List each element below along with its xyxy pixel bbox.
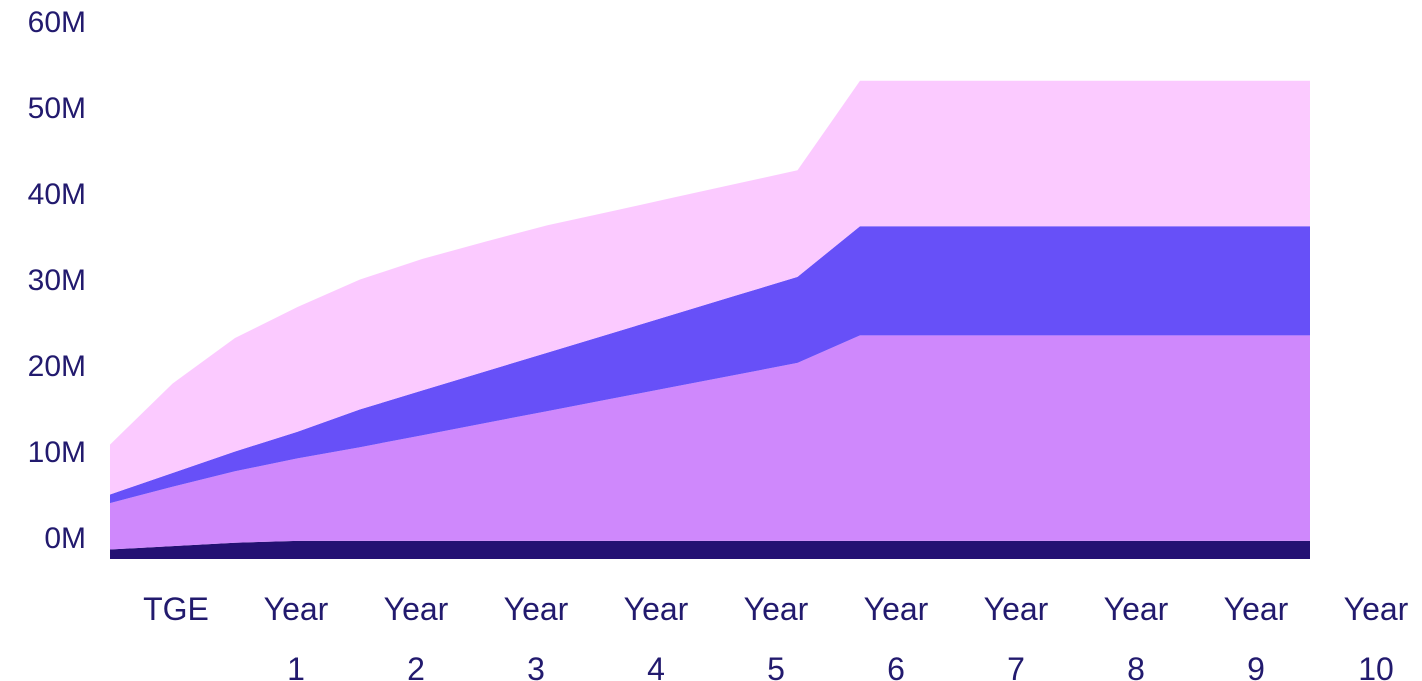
y-tick-label: 50M [28, 92, 86, 125]
x-tick-label: TGE [143, 591, 209, 627]
x-tick-label: Year [1104, 591, 1169, 627]
x-tick-label: Year [1344, 591, 1409, 627]
y-tick-label: 10M [28, 436, 86, 469]
y-tick-label: 0M [44, 522, 86, 555]
x-tick-label: Year [984, 591, 1049, 627]
x-tick-label: Year [744, 591, 809, 627]
y-tick-label: 30M [28, 264, 86, 297]
y-tick-label: 60M [28, 6, 86, 39]
area-series-1 [110, 540, 1310, 559]
area-series-3 [110, 226, 1310, 504]
y-tick-label: 20M [28, 350, 86, 383]
x-tick-label: 2 [407, 651, 425, 681]
x-tick-label: Year [1224, 591, 1289, 627]
x-tick-label: 9 [1247, 651, 1265, 681]
x-tick-label: 7 [1007, 651, 1025, 681]
x-tick-label: Year [384, 591, 449, 627]
x-tick-label: 3 [527, 651, 545, 681]
x-tick-label: 1 [287, 651, 305, 681]
x-tick-label: Year [504, 591, 569, 627]
x-tick-label: Year [624, 591, 689, 627]
area-series-2 [110, 335, 1310, 550]
area-series-group [110, 80, 1310, 559]
x-tick-label: 4 [647, 651, 665, 681]
y-axis: 0M 10M 20M 30M 40M 50M 60M [28, 6, 86, 555]
x-tick-label: Year [864, 591, 929, 627]
x-tick-label: 5 [767, 651, 785, 681]
x-axis: TGE Year 1 Year 2 Year 3 Year 4 Year 5 Year 6 Year 7 Ye… [143, 591, 1409, 681]
y-tick-label: 40M [28, 178, 86, 211]
x-tick-label: 10 [1358, 651, 1394, 681]
x-tick-label: 6 [887, 651, 905, 681]
x-tick-label: 8 [1127, 651, 1145, 681]
area-series-4 [110, 80, 1310, 495]
x-tick-label: Year [264, 591, 329, 627]
